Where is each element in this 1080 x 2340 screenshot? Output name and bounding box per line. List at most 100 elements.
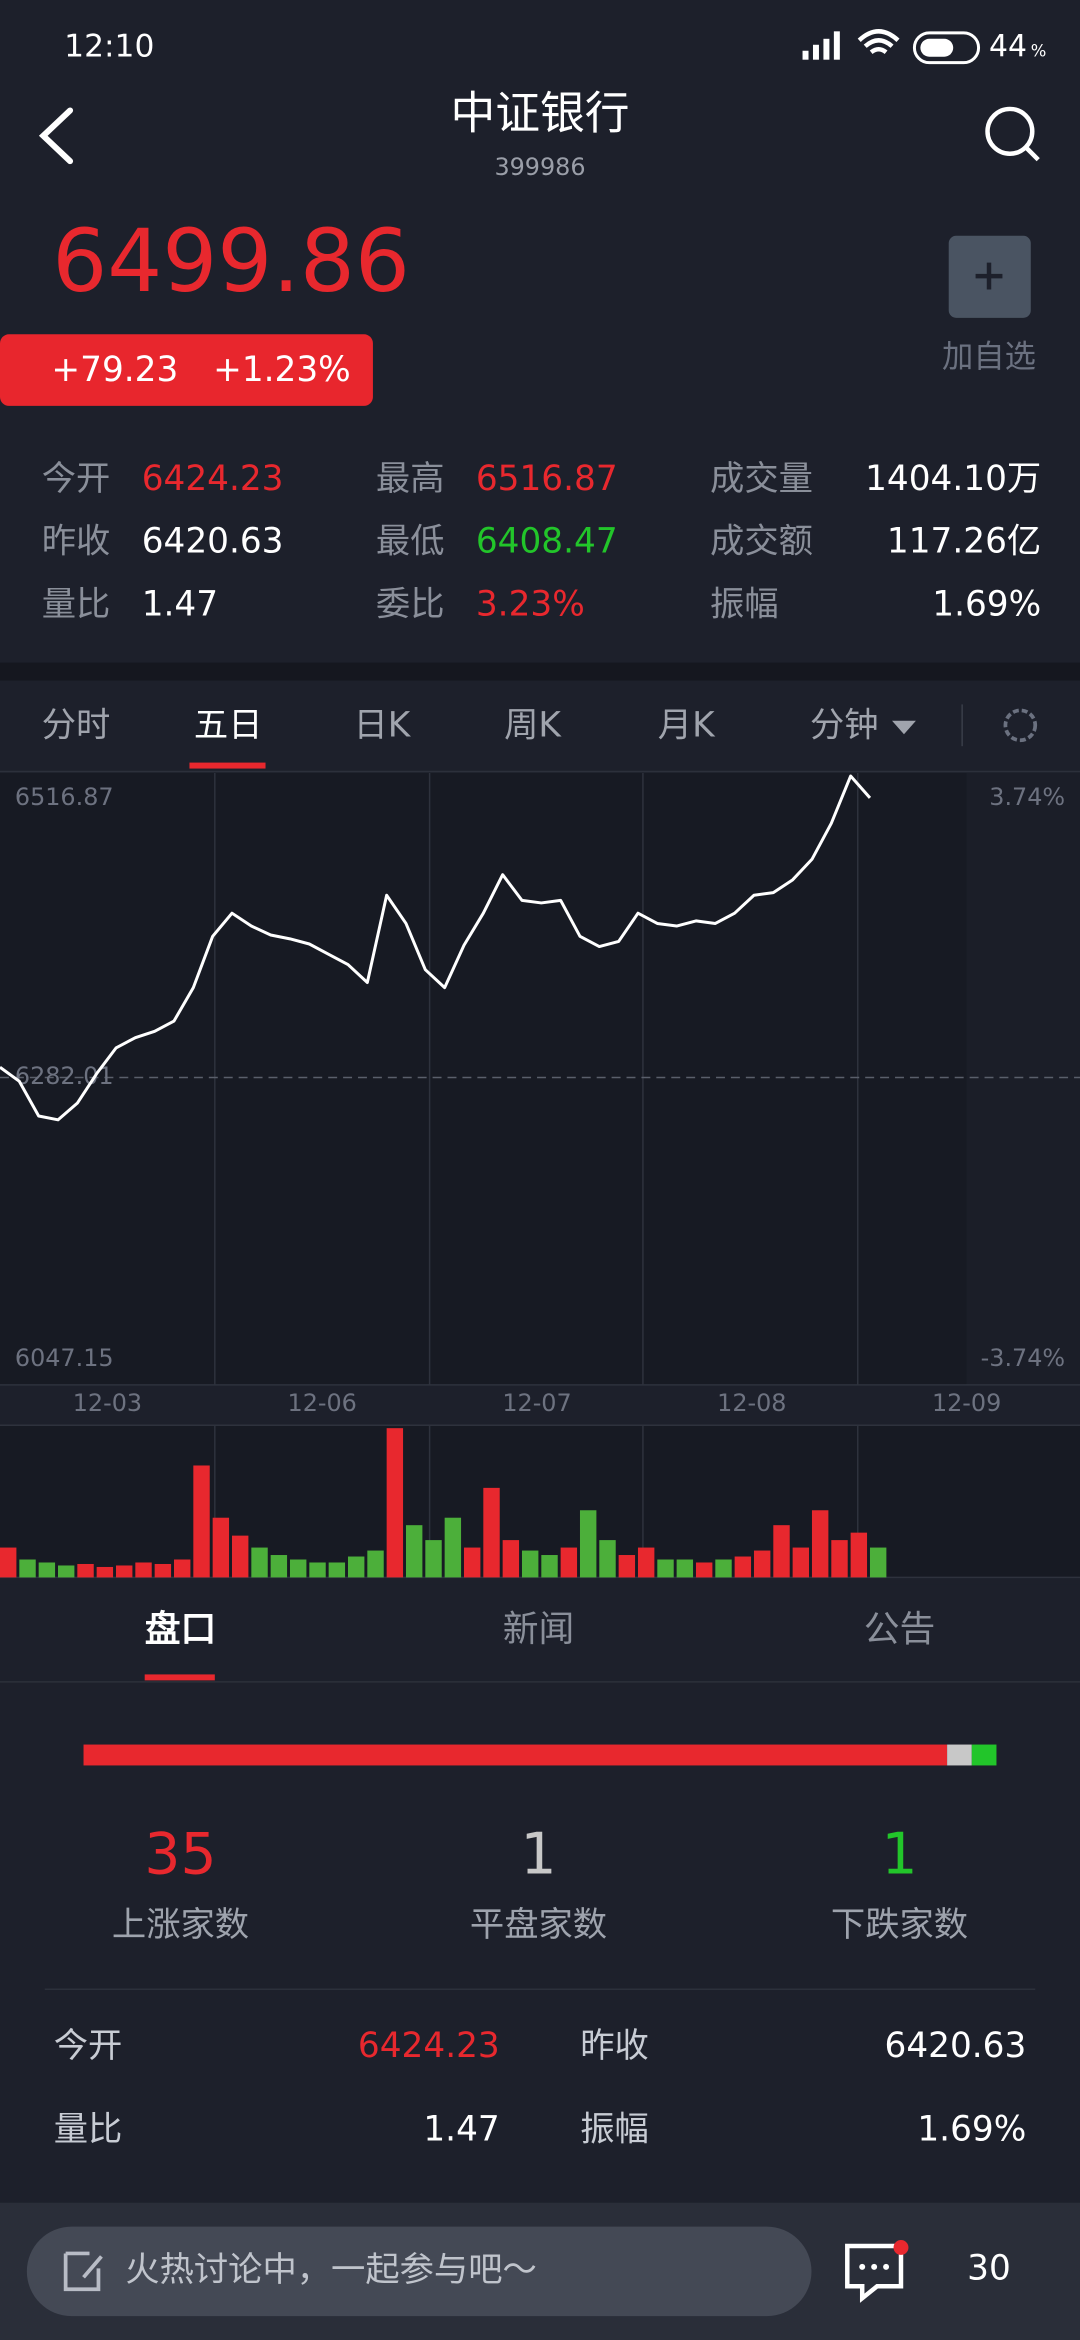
breadth-label: 下跌家数 — [831, 1905, 968, 1945]
stat-value: 1.69% — [932, 584, 1041, 624]
stat-label: 最高 — [376, 459, 445, 499]
status-time: 12:10 — [64, 29, 154, 65]
comment-input[interactable] — [26, 2226, 812, 2317]
detail-tab[interactable]: 盘口 — [145, 1608, 217, 1650]
comment-placeholder: 火热讨论中，一起参与吧～ — [125, 2250, 536, 2290]
y2-tick-label: 3.74% — [989, 783, 1065, 811]
search-button[interactable] — [985, 106, 1040, 162]
price-line — [0, 774, 872, 1122]
volume-bar — [483, 1487, 500, 1578]
volume-bar — [560, 1547, 578, 1578]
y-tick-label: 6516.87 — [15, 783, 114, 811]
volume-bar — [599, 1540, 616, 1578]
chart-right-area — [966, 773, 1080, 1385]
period-tab[interactable]: 分时 — [42, 705, 111, 745]
volume-area — [0, 1425, 1080, 1578]
detail-label: 振幅 — [580, 2110, 649, 2150]
y-tick-label: 6282.01 — [15, 1062, 114, 1090]
battery-level — [920, 38, 954, 57]
period-tab[interactable]: 月K — [658, 705, 716, 745]
volume-bar — [695, 1562, 713, 1578]
volume-bar — [541, 1555, 558, 1578]
header-code: 399986 — [494, 153, 585, 181]
period-tab[interactable]: 五日 — [194, 705, 263, 745]
stat-value: 117.26亿 — [887, 522, 1041, 562]
separator — [0, 662, 1080, 681]
breadth-count: 1 — [520, 1822, 556, 1888]
period-tab[interactable]: 日K — [353, 705, 411, 745]
detail-tab-bar — [0, 1584, 1080, 1681]
detail-label: 昨收 — [580, 2026, 649, 2066]
volume-bar — [405, 1525, 423, 1578]
breadth-segment — [83, 1744, 948, 1766]
volume-bar — [173, 1559, 191, 1578]
period-tab[interactable]: 分钟 — [810, 705, 879, 745]
volume-bar — [773, 1525, 790, 1578]
stat-label: 昨收 — [42, 522, 111, 562]
detail-value: 6420.63 — [885, 2026, 1027, 2066]
detail-label: 今开 — [54, 2026, 123, 2066]
plus-icon — [975, 262, 1003, 290]
volume-bar — [328, 1562, 346, 1578]
detail-tab[interactable]: 公告 — [864, 1609, 936, 1650]
volume-bar — [154, 1563, 172, 1578]
volume-bar — [463, 1547, 481, 1578]
stat-label: 最低 — [376, 522, 445, 562]
volume-bar — [502, 1540, 520, 1578]
volume-bar — [96, 1566, 114, 1578]
volume-bar — [231, 1535, 249, 1578]
volume-bar — [135, 1562, 152, 1578]
stat-value: 6424.23 — [142, 459, 284, 499]
edit-icon — [63, 2251, 103, 2292]
volume-bar — [850, 1532, 868, 1578]
volume-bar — [115, 1565, 133, 1578]
settings-button[interactable] — [1003, 708, 1038, 743]
volume-bar — [618, 1555, 636, 1578]
stat-label: 成交量 — [710, 459, 813, 499]
battery-icon — [912, 31, 981, 65]
volume-bar — [251, 1547, 268, 1578]
detail-table: 今开 6424.23 昨收 6420.63 量比 1.47 振幅 1.69% — [54, 2026, 1027, 2150]
comment-count: 30 — [967, 2248, 1011, 2288]
volume-bar — [753, 1550, 771, 1578]
volume-bar — [444, 1517, 462, 1578]
detail-tab[interactable]: 新闻 — [503, 1609, 575, 1650]
volume-bar — [869, 1547, 887, 1578]
breadth-segment — [947, 1744, 972, 1766]
x-tick-label: 12-07 — [502, 1389, 571, 1417]
breadth-count: 35 — [144, 1822, 216, 1888]
period-tab[interactable]: 周K — [504, 705, 562, 745]
volume-bar — [19, 1559, 36, 1578]
volume-bar — [38, 1562, 56, 1578]
comments-dots — [859, 2263, 890, 2270]
volume-bar — [212, 1517, 230, 1578]
detail-label: 量比 — [54, 2110, 123, 2150]
volume-bar — [425, 1540, 442, 1578]
day-dividers — [0, 773, 1080, 1579]
volume-bar — [734, 1556, 752, 1578]
stat-value: 1.47 — [142, 584, 218, 624]
stat-label: 振幅 — [710, 584, 779, 624]
volume-bar — [831, 1540, 848, 1578]
x-tick-label: 12-06 — [288, 1389, 357, 1417]
detail-value: 6424.23 — [358, 2026, 500, 2066]
tab-underline — [189, 762, 266, 769]
volume-bar — [77, 1563, 94, 1578]
volume-bar — [792, 1547, 810, 1578]
price-chart: 6047.15 6282.01 6516.87 -3.74% 3.74% 12-03 12-… — [0, 774, 1080, 1578]
volume-bar — [811, 1510, 829, 1578]
back-button[interactable] — [38, 107, 74, 165]
volume-bar — [309, 1562, 326, 1578]
dropdown-icon — [892, 720, 916, 735]
stat-value: 6408.47 — [476, 522, 618, 562]
stat-value: 6516.87 — [476, 459, 618, 499]
wifi-icon — [857, 29, 900, 55]
breadth-label: 上涨家数 — [112, 1905, 249, 1945]
battery-text: 44 — [989, 29, 1027, 64]
period-tabs: 分时 五日 日K 周K 月K 分钟 — [42, 705, 879, 745]
volume-bar — [289, 1559, 307, 1578]
volume-bar — [676, 1559, 694, 1578]
stat-value: 1404.10万 — [865, 459, 1041, 499]
